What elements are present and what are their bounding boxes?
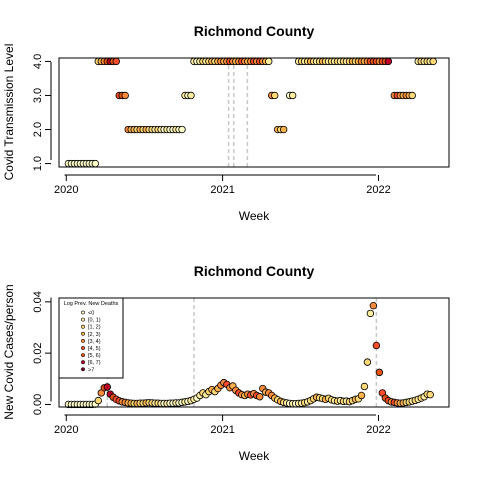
y-tick-label: 0.02 — [32, 342, 44, 363]
data-point — [384, 57, 393, 66]
data-point — [360, 382, 369, 391]
data-point — [103, 383, 111, 391]
y-tick-label: 4.0 — [32, 54, 44, 69]
y-axis: 0.00 0.02 0.04 — [32, 291, 52, 415]
y-tick-label: 2.0 — [32, 122, 44, 137]
legend-swatch — [81, 317, 85, 322]
x-axis: 2020 2021 2022 — [54, 414, 391, 436]
new-cases-panel: Richmond County Log Prev. New Deaths <0[… — [2, 263, 450, 463]
legend-entry: [6, 7) — [88, 360, 101, 366]
x-tick-label: 2021 — [210, 424, 234, 436]
legend-entry: [5, 6) — [88, 353, 101, 359]
data-point — [178, 125, 186, 134]
x-tick-label: 2020 — [54, 184, 78, 196]
chart-title: Richmond County — [194, 263, 315, 279]
data-point — [408, 91, 416, 100]
data-point — [429, 57, 437, 66]
data-point — [426, 390, 434, 399]
y-tick-label: 0.00 — [32, 394, 44, 415]
data-point — [256, 393, 264, 401]
data-points — [64, 57, 437, 168]
x-tick-label: 2020 — [54, 424, 78, 436]
vertical-reference-lines — [106, 298, 378, 407]
vertical-reference-lines — [227, 58, 249, 167]
data-point — [91, 159, 100, 168]
legend-entry: [4, 5) — [88, 346, 101, 352]
legend-entry: [1, 2) — [88, 325, 101, 331]
y-axis-label: Covid Transmission Level — [2, 44, 16, 181]
legend-entry: <0 — [88, 311, 94, 317]
legend-swatch — [81, 353, 85, 358]
data-point — [94, 396, 102, 405]
y-tick-label: 1.0 — [32, 156, 44, 171]
legend-swatch — [81, 310, 85, 315]
chart-title: Richmond County — [194, 23, 315, 39]
plot-frame — [58, 57, 450, 168]
data-points — [64, 301, 434, 409]
transmission-level-panel: Richmond County 1.02.03.04.0 2020 2021 202… — [2, 23, 450, 223]
legend-entry: [3, 4) — [88, 339, 101, 345]
legend-swatch — [81, 331, 85, 336]
y-axis-label: New Covid Cases/person — [2, 284, 16, 419]
data-point — [121, 91, 129, 100]
data-point — [369, 301, 378, 310]
legend: Log Prev. New Deaths <0[0, 1)[1, 2)[2, 3… — [58, 297, 124, 379]
legend-swatch — [81, 346, 85, 350]
data-point — [375, 368, 384, 377]
data-point — [363, 358, 372, 366]
legend-swatch — [81, 367, 85, 372]
x-tick-label: 2022 — [366, 184, 390, 196]
legend-title: Log Prev. New Deaths — [64, 301, 119, 307]
x-axis-label: Week — [239, 449, 270, 463]
data-point — [366, 309, 375, 318]
legend-entry: [0, 1) — [88, 318, 101, 324]
data-point — [288, 91, 297, 100]
y-tick-label: 3.0 — [32, 88, 44, 103]
x-tick-label: 2021 — [210, 184, 234, 196]
legend-swatch — [81, 338, 85, 343]
x-axis: 2020 2021 2022 — [54, 174, 391, 196]
data-point — [187, 91, 195, 100]
x-axis-label: Week — [239, 209, 270, 223]
data-point — [112, 57, 120, 66]
legend-swatch — [81, 360, 85, 365]
legend-box — [58, 297, 124, 379]
legend-swatch — [81, 324, 85, 329]
x-tick-label: 2022 — [366, 424, 390, 436]
data-point — [372, 341, 381, 350]
y-tick-label: 0.04 — [32, 291, 44, 312]
data-point — [357, 391, 366, 400]
legend-entry: >7 — [88, 367, 94, 373]
y-axis: 1.0 2.0 3.0 4.0 — [32, 54, 52, 171]
data-point — [265, 57, 273, 66]
legend-entry: [2, 3) — [88, 332, 101, 338]
data-point — [279, 125, 288, 134]
data-point — [271, 91, 279, 100]
